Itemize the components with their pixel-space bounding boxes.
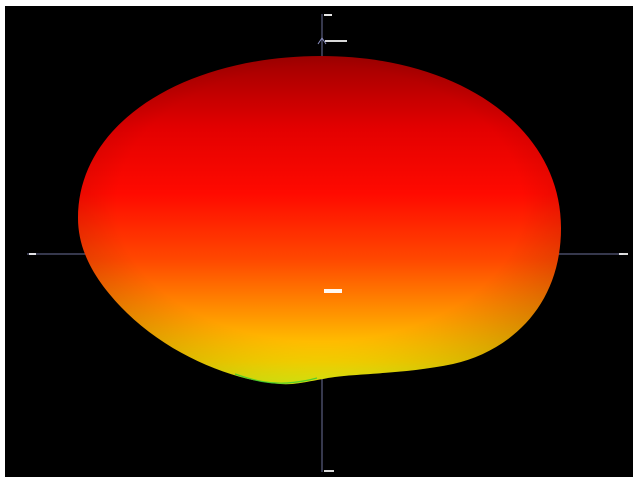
surface-bottom-rim xyxy=(234,373,318,384)
z-axis-arrow xyxy=(317,37,327,45)
axis-top-value-label xyxy=(325,40,347,42)
center-value-label xyxy=(324,289,342,293)
axis-bottom-label xyxy=(324,470,334,472)
axis-right-label xyxy=(619,253,628,255)
radiation-pattern-canvas[interactable] xyxy=(5,6,633,477)
surface-shading xyxy=(78,56,561,385)
axis-top-label xyxy=(324,14,332,16)
axis-left-label xyxy=(29,253,36,255)
3d-viewport[interactable] xyxy=(5,6,633,477)
